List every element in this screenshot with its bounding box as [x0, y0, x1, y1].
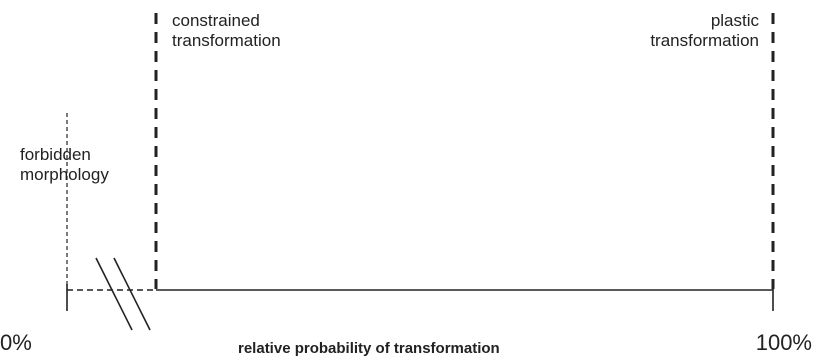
plastic-label-line1: plastic [710, 11, 759, 30]
axis-break-mark [113, 257, 151, 331]
forbidden-label-line1: forbidden [20, 145, 91, 164]
forbidden-label-line2: morphology [20, 165, 109, 184]
plastic-transformation-label: plastic transformation [650, 11, 759, 51]
constrained-transformation-label: constrained transformation [172, 11, 281, 51]
axis-max-label: 100% [755, 330, 812, 355]
axis-break-mark [95, 257, 133, 331]
forbidden-morphology-label: forbidden morphology [20, 145, 109, 185]
axis-title: relative probability of transformation [238, 340, 500, 357]
plastic-label-line2: transformation [650, 31, 759, 50]
constrained-label-line1: constrained [172, 11, 260, 30]
constrained-label-line2: transformation [172, 31, 281, 50]
axis-min-label: 0% [0, 330, 32, 355]
